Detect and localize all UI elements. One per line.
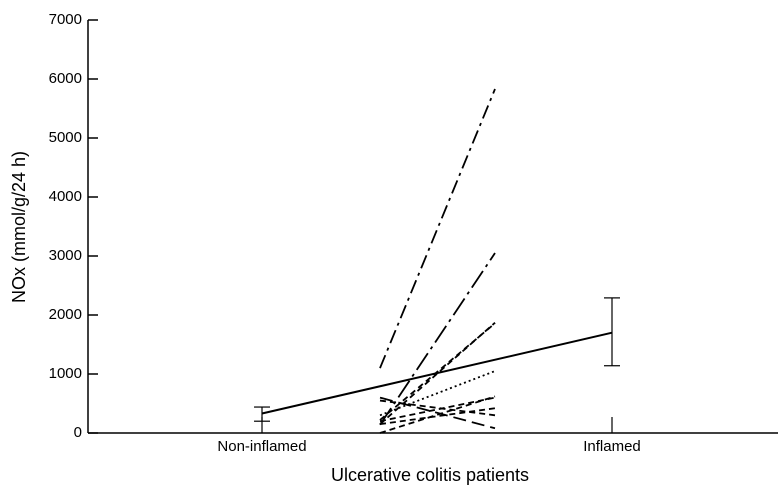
- y-tick-label: 7000: [49, 11, 82, 28]
- y-axis-title: NOx (mmol/g/24 h): [9, 151, 29, 303]
- patient-line: [379, 370, 496, 417]
- y-tick-label: 5000: [49, 129, 82, 146]
- y-tick-label: 4000: [49, 188, 82, 205]
- patient-line: [379, 88, 496, 369]
- y-tick-label: 6000: [49, 70, 82, 87]
- patient-line: [379, 322, 496, 421]
- patient-line: [379, 252, 496, 426]
- patient-line: [379, 396, 496, 430]
- y-tick-label: 0: [74, 424, 82, 441]
- patient-line: [379, 407, 496, 426]
- y-tick-label: 3000: [49, 247, 82, 264]
- x-axis-title: Ulcerative colitis patients: [331, 465, 529, 485]
- patient-line: [379, 395, 496, 434]
- x-tick-label: Non-inflamed: [217, 438, 306, 455]
- y-tick-label: 2000: [49, 306, 82, 323]
- y-tick-label: 1000: [49, 365, 82, 382]
- x-tick-label: Inflamed: [583, 438, 641, 455]
